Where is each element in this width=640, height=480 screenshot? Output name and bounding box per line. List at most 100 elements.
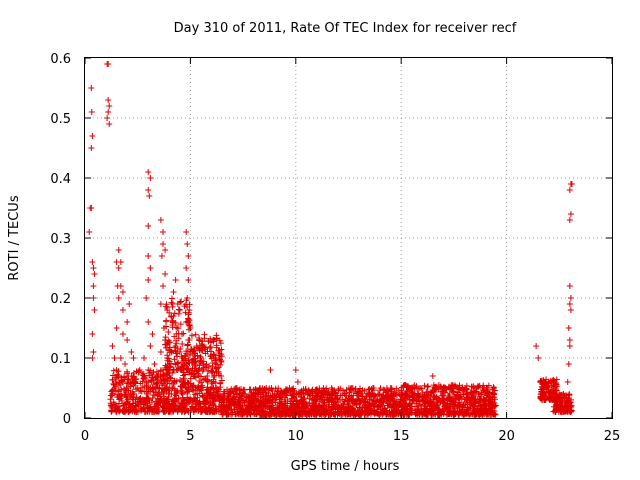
data-point [183,389,190,396]
data-point [418,385,425,392]
data-point [175,306,182,313]
data-point [117,283,124,289]
data-point [548,386,555,393]
data-point [296,388,303,395]
data-point [118,397,125,404]
data-point [325,411,332,418]
data-point [464,400,471,407]
data-point [119,402,126,409]
data-point [482,401,489,408]
data-point [140,406,147,413]
data-point [234,391,241,398]
data-point [406,394,413,401]
data-point [535,355,542,361]
data-point [306,388,313,395]
data-point [256,411,263,418]
data-point [313,392,320,399]
data-point [376,387,383,394]
data-point [433,395,440,402]
data-point [253,411,260,418]
data-point [351,388,358,395]
data-point [122,361,129,367]
data-point [475,408,482,415]
data-point [150,369,157,376]
data-point [106,121,113,127]
data-point [204,379,211,386]
data-point [119,307,126,313]
data-point [440,384,447,391]
data-point [566,217,573,223]
data-point [398,403,405,410]
y-tick-label: 0.3 [50,232,71,247]
data-point [121,408,128,415]
data-point [159,229,166,235]
data-point [476,411,483,418]
data-point [384,400,391,407]
data-point [232,398,239,405]
data-point [121,376,128,383]
data-point [211,352,218,359]
data-point [266,385,273,392]
data-point [160,393,167,400]
data-point [180,397,187,404]
data-point [165,339,172,346]
data-point [359,387,366,394]
data-point [184,379,191,386]
data-point [163,323,170,330]
data-point [136,367,143,373]
data-point [554,398,561,405]
data-point [539,381,546,388]
data-point [162,271,169,277]
data-point [380,410,387,417]
y-tick-label: 0.6 [50,52,71,67]
data-point [104,115,111,121]
data-point [128,349,135,355]
data-point [116,408,123,415]
data-point [203,395,210,402]
x-tick-label: 25 [604,429,621,444]
data-point [296,411,303,418]
data-point [248,397,255,404]
data-point [196,357,203,364]
data-point [141,355,148,361]
data-point [248,389,255,396]
data-point [143,382,150,389]
data-point [257,402,264,409]
data-point [463,386,470,393]
data-point [131,406,138,413]
data-point [281,398,288,405]
data-point [175,405,182,412]
data-point [486,389,493,396]
data-point [243,411,250,418]
data-point [469,392,476,399]
data-point [426,402,433,409]
data-point [154,373,161,380]
data-point [184,341,191,348]
data-point [153,405,160,412]
data-point [380,393,387,400]
x-tick-label: 15 [393,429,410,444]
data-point [233,391,240,398]
data-point [200,358,207,365]
data-point [193,368,200,375]
data-point [165,328,172,335]
data-point [477,391,484,398]
data-point [107,396,114,403]
data-point [212,394,219,401]
data-point [483,407,490,414]
data-point [111,401,118,408]
data-point [109,376,116,383]
data-point [400,383,407,390]
data-point [320,389,327,396]
data-point [322,401,329,408]
data-point [565,325,572,331]
data-point [359,404,366,411]
data-point [88,85,95,91]
data-point [162,334,169,341]
data-point [175,359,182,366]
data-point [202,401,209,408]
data-point [197,346,204,353]
data-point [114,371,121,378]
x-tick-label: 5 [186,429,194,444]
data-point [490,391,497,398]
